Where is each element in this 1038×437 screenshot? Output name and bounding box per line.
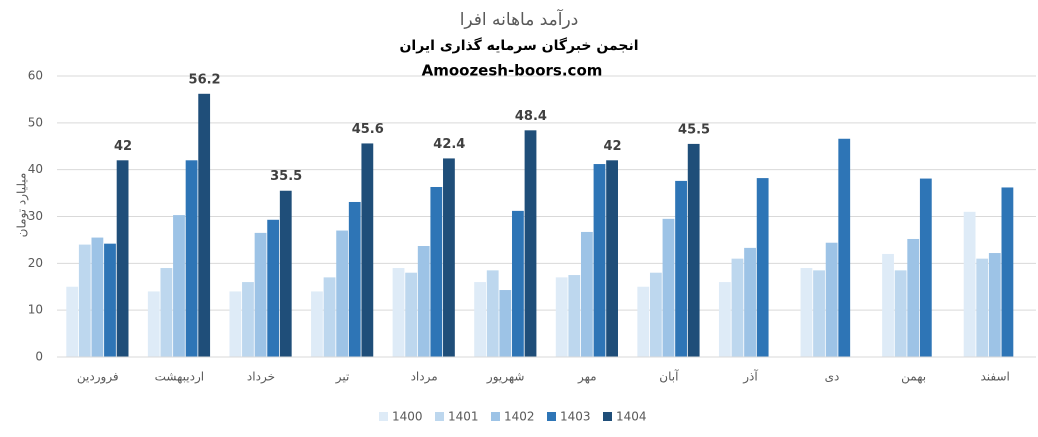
x-tick-label: شهریور <box>486 370 525 385</box>
bar <box>361 143 374 357</box>
bar <box>907 238 920 357</box>
bar <box>104 243 116 357</box>
bar <box>813 270 825 357</box>
bar <box>687 143 700 357</box>
y-tick-label: 20 <box>28 256 43 270</box>
data-label: 42 <box>603 139 621 154</box>
bar <box>486 270 499 357</box>
bar <box>474 282 487 357</box>
x-tick-label: فروردین <box>77 370 119 385</box>
bar <box>267 219 280 357</box>
bar <box>580 231 593 357</box>
data-label: 42 <box>114 139 132 154</box>
legend-label: 1403 <box>560 410 591 424</box>
legend-label: 1401 <box>448 410 479 424</box>
legend-swatch <box>491 412 500 421</box>
bar <box>430 186 443 357</box>
bar <box>91 237 104 357</box>
legend-label: 1404 <box>616 410 647 424</box>
data-label: 45.6 <box>352 122 384 137</box>
bar <box>637 286 650 357</box>
legend-swatch <box>603 412 612 421</box>
bar <box>606 160 618 357</box>
bar <box>524 130 537 357</box>
bar <box>405 272 418 357</box>
x-tick-label: آبان <box>659 369 679 384</box>
bar <box>649 272 662 357</box>
bar <box>731 258 744 357</box>
bar <box>593 164 606 357</box>
bar <box>198 93 211 358</box>
y-tick-label: 0 <box>35 350 43 364</box>
bar <box>173 215 185 357</box>
x-tick-label: مرداد <box>411 370 438 385</box>
bar <box>662 218 675 357</box>
x-tick-label: اردیبهشت <box>155 370 204 385</box>
bar <box>78 244 91 357</box>
x-tick-label: مهر <box>577 370 597 385</box>
chart-title: درآمد ماهانه افرا <box>460 8 579 30</box>
bar <box>323 277 336 357</box>
legend-swatch <box>379 412 388 421</box>
bar <box>744 247 756 357</box>
bar <box>825 242 838 357</box>
bar <box>417 246 430 357</box>
bar <box>894 270 907 357</box>
y-tick-label: 60 <box>28 69 43 83</box>
bar <box>555 277 568 357</box>
bar <box>185 160 198 357</box>
x-tick-label: دی <box>825 370 840 384</box>
bar <box>988 253 1001 357</box>
bar <box>838 138 851 357</box>
x-tick-label: خرداد <box>247 370 275 385</box>
x-tick-label: بهمن <box>901 370 926 385</box>
bar <box>160 268 173 357</box>
chart-subtitle: انجمن خبرگان سرمایه گذاری ایران <box>399 37 638 54</box>
bar <box>116 160 129 357</box>
legend-label: 1400 <box>392 410 423 424</box>
bar <box>254 232 267 357</box>
y-tick-label: 50 <box>28 115 43 129</box>
legend-label: 1402 <box>504 410 535 424</box>
bar <box>718 282 731 357</box>
y-tick-label: 30 <box>28 209 43 223</box>
bar <box>229 291 242 357</box>
legend-swatch <box>547 412 556 421</box>
data-label: 35.5 <box>270 169 302 184</box>
y-axis-label: میلیارد تومان <box>15 173 30 238</box>
y-tick-label: 40 <box>28 162 43 176</box>
bar <box>392 268 405 357</box>
data-label: 45.5 <box>678 122 710 137</box>
x-tick-label: تیر <box>335 370 350 385</box>
chart-source: Amoozesh-boors.com <box>422 62 603 80</box>
x-tick-label: آذر <box>742 369 758 385</box>
bar <box>279 190 292 357</box>
y-tick-label: 10 <box>28 303 43 317</box>
bar <box>976 258 989 357</box>
bar <box>1001 187 1014 357</box>
bar <box>512 210 524 357</box>
bar <box>311 291 323 357</box>
x-tick-label: اسفند <box>981 370 1010 384</box>
bar <box>443 158 455 357</box>
bar <box>756 178 769 357</box>
legend-swatch <box>435 412 444 421</box>
data-label: 42.4 <box>433 137 465 152</box>
bar <box>800 268 813 357</box>
bar <box>499 290 512 357</box>
bar <box>675 180 687 357</box>
bar <box>348 201 361 357</box>
bar <box>242 282 254 357</box>
bar <box>66 286 79 357</box>
data-label: 56.2 <box>189 72 221 87</box>
bar <box>568 275 581 357</box>
bar <box>882 253 894 357</box>
bar <box>336 230 349 357</box>
bar <box>963 211 976 357</box>
bar <box>147 291 160 357</box>
bar <box>919 178 932 357</box>
data-label: 48.4 <box>515 109 547 124</box>
